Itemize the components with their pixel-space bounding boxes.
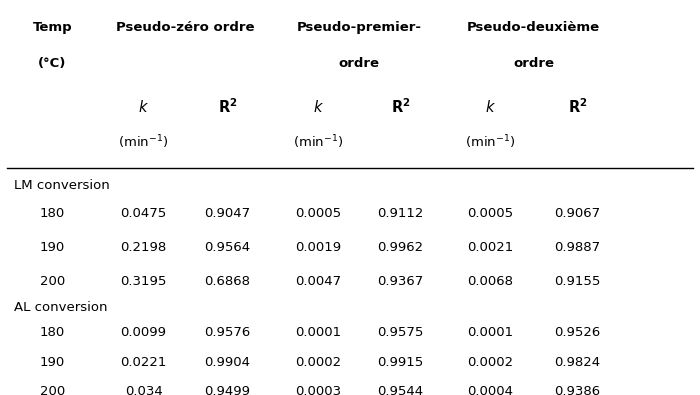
Text: 0.9564: 0.9564 <box>204 241 251 254</box>
Text: 0.9575: 0.9575 <box>377 326 424 339</box>
Text: 0.9526: 0.9526 <box>554 326 601 339</box>
Text: 0.0047: 0.0047 <box>295 275 342 288</box>
Text: Pseudo-deuxième: Pseudo-deuxième <box>467 21 600 34</box>
Text: 0.9887: 0.9887 <box>554 241 601 254</box>
Text: 0.9386: 0.9386 <box>554 385 601 395</box>
Text: 0.9047: 0.9047 <box>204 207 251 220</box>
Text: 0.0003: 0.0003 <box>295 385 342 395</box>
Text: 190: 190 <box>40 356 65 369</box>
Text: 0.9824: 0.9824 <box>554 356 601 369</box>
Text: $\mathit{k}$: $\mathit{k}$ <box>138 99 149 115</box>
Text: $\mathbf{R^{2}}$: $\mathbf{R^{2}}$ <box>218 97 237 116</box>
Text: $\mathbf{R^{2}}$: $\mathbf{R^{2}}$ <box>391 97 410 116</box>
Text: 0.0099: 0.0099 <box>120 326 167 339</box>
Text: 0.0068: 0.0068 <box>467 275 513 288</box>
Text: Temp: Temp <box>33 21 72 34</box>
Text: 0.9904: 0.9904 <box>204 356 251 369</box>
Text: 0.0002: 0.0002 <box>467 356 513 369</box>
Text: 0.0002: 0.0002 <box>295 356 342 369</box>
Text: (min$^{-1}$): (min$^{-1}$) <box>118 134 169 151</box>
Text: 180: 180 <box>40 207 65 220</box>
Text: ordre: ordre <box>339 57 379 70</box>
Text: 190: 190 <box>40 241 65 254</box>
Text: 0.0001: 0.0001 <box>295 326 342 339</box>
Text: 0.0004: 0.0004 <box>467 385 513 395</box>
Text: 0.9962: 0.9962 <box>377 241 424 254</box>
Text: $\mathit{k}$: $\mathit{k}$ <box>313 99 324 115</box>
Text: 0.6868: 0.6868 <box>204 275 251 288</box>
Text: 0.0001: 0.0001 <box>467 326 513 339</box>
Text: 0.9576: 0.9576 <box>204 326 251 339</box>
Text: 200: 200 <box>40 385 65 395</box>
Text: LM conversion: LM conversion <box>14 179 110 192</box>
Text: 0.0005: 0.0005 <box>467 207 513 220</box>
Text: $\mathit{k}$: $\mathit{k}$ <box>484 99 496 115</box>
Text: ordre: ordre <box>513 57 554 70</box>
Text: 0.0019: 0.0019 <box>295 241 342 254</box>
Text: 0.9367: 0.9367 <box>377 275 424 288</box>
Text: 0.0475: 0.0475 <box>120 207 167 220</box>
Text: 0.0005: 0.0005 <box>295 207 342 220</box>
Text: 0.9155: 0.9155 <box>554 275 601 288</box>
Text: AL conversion: AL conversion <box>14 301 108 314</box>
Text: Pseudo-premier-: Pseudo-premier- <box>297 21 421 34</box>
Text: Pseudo-zéro ordre: Pseudo-zéro ordre <box>116 21 255 34</box>
Text: 0.9067: 0.9067 <box>554 207 601 220</box>
Text: $\mathbf{R^{2}}$: $\mathbf{R^{2}}$ <box>568 97 587 116</box>
Text: 0.9915: 0.9915 <box>377 356 424 369</box>
Text: 180: 180 <box>40 326 65 339</box>
Text: 0.2198: 0.2198 <box>120 241 167 254</box>
Text: 0.034: 0.034 <box>125 385 162 395</box>
Text: 0.3195: 0.3195 <box>120 275 167 288</box>
Text: 0.9112: 0.9112 <box>377 207 424 220</box>
Text: (min$^{-1}$): (min$^{-1}$) <box>465 134 515 151</box>
Text: 0.0221: 0.0221 <box>120 356 167 369</box>
Text: 0.9499: 0.9499 <box>204 385 251 395</box>
Text: (°C): (°C) <box>38 57 66 70</box>
Text: 0.9544: 0.9544 <box>377 385 424 395</box>
Text: (min$^{-1}$): (min$^{-1}$) <box>293 134 344 151</box>
Text: 200: 200 <box>40 275 65 288</box>
Text: 0.0021: 0.0021 <box>467 241 513 254</box>
